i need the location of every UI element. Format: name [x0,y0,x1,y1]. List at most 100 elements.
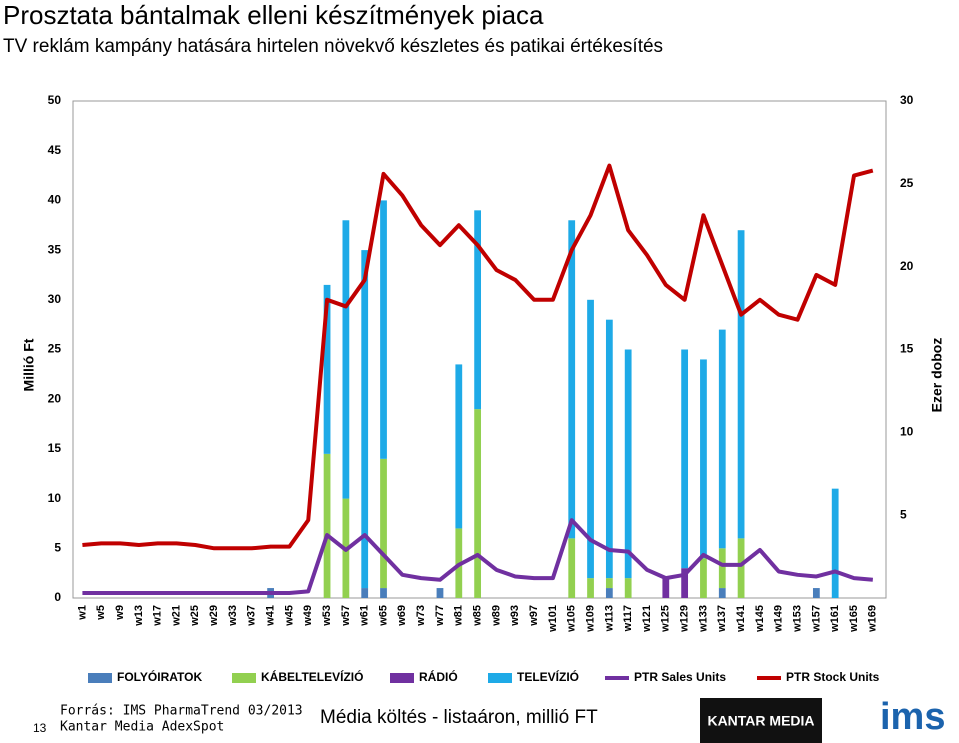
legend-label: KÁBELTELEVÍZIÓ [261,669,363,684]
y-tick-label: 35 [48,242,62,256]
kantar-logo: KANTAR MEDIA [707,713,814,729]
y-tick-label: 0 [54,590,61,604]
x-tick-label: w105 [566,605,578,633]
x-tick-label: w45 [283,605,295,627]
y-tick-label: 15 [48,441,62,455]
x-tick-label: w97 [528,605,540,627]
legend-swatch [88,673,112,683]
bar-segment [568,538,576,598]
x-tick-label: w85 [472,605,484,627]
x-tick-label: w41 [265,605,277,627]
bar-segment [568,220,576,539]
x-tick-label: w145 [754,605,766,633]
x-tick-label: w17 [152,605,164,627]
x-tick-label: w101 [547,605,559,633]
caption: Média költés - listaáron, millió FT [320,707,598,728]
bar-segment [455,364,463,529]
bar-segment [681,568,689,598]
ims-logo: ims [880,696,945,738]
x-tick-label: w69 [396,605,408,627]
chart-subtitle: TV reklám kampány hatására hirtelen növe… [3,36,663,57]
x-tick-label: w109 [584,605,596,633]
legend-label: PTR Stock Units [786,670,880,684]
bar-segment [662,578,670,598]
bar-segment [380,458,387,589]
bar-segment [342,220,350,499]
bar-segment [737,230,745,539]
bar-segment [474,409,482,598]
x-tick-label: w53 [321,605,333,627]
y-tick-label: 25 [48,342,62,356]
x-tick-label: w57 [340,605,352,627]
y2-tick-label: 20 [900,259,914,273]
bar-segment [380,588,387,598]
legend-label: PTR Sales Units [634,670,726,684]
x-tick-label: w125 [660,605,672,633]
x-tick-label: w169 [867,605,879,633]
bar-segment [718,588,726,598]
x-tick-label: w121 [641,605,653,633]
x-tick-label: w33 [227,605,239,627]
y2-tick-label: 25 [900,176,914,190]
x-tick-label: w37 [246,605,258,627]
line-series [82,163,874,551]
y2-axis-label: Ezer doboz [929,338,945,413]
y2-tick-label: 15 [900,342,914,356]
x-tick-label: w161 [829,605,841,633]
bar-segment [700,558,707,598]
bar-segment [812,588,820,598]
x-tick-label: w129 [679,605,691,633]
x-tick-label: w1 [76,605,88,621]
y-tick-label: 10 [48,491,62,505]
source-line: Kantar Media AdexSpot [60,720,224,735]
x-tick-label: w133 [697,605,709,633]
bar-segment [605,588,613,598]
bar-segment [681,349,689,569]
bar-segment [718,548,726,589]
x-tick-label: w73 [415,605,427,627]
x-tick-label: w29 [208,605,220,627]
x-tick-label: w113 [603,605,615,632]
x-tick-label: w21 [170,605,182,627]
x-tick-label: w5 [95,605,107,621]
x-tick-label: w77 [434,605,446,627]
bar-segment [474,210,482,410]
legend-label: TELEVÍZIÓ [517,669,579,684]
y-tick-label: 30 [48,292,62,306]
bar-segment [737,538,745,598]
x-tick-label: w117 [622,605,634,632]
source-line: Forrás: IMS PharmaTrend 03/2013 [60,704,303,719]
line-series [82,518,874,596]
y-tick-label: 5 [54,540,61,554]
bar-segment [587,299,594,579]
bar-segment [605,578,613,589]
x-tick-label: w13 [133,605,145,627]
y-tick-label: 20 [48,391,62,405]
legend-label: RÁDIÓ [419,669,458,684]
x-tick-label: w81 [453,605,465,627]
bar-segment [624,578,632,598]
y2-tick-label: 30 [900,93,914,107]
kantar-logo-bg [700,698,822,743]
x-tick-label: w149 [773,605,785,633]
x-tick-label: w141 [735,605,747,633]
bar-segment [323,284,331,454]
x-tick-label: w9 [114,605,126,621]
legend-label: FOLYÓIRATOK [117,669,202,684]
y2-tick-label: 5 [900,507,907,521]
x-tick-label: w153 [791,605,803,633]
x-tick-label: w61 [359,605,371,627]
y-tick-label: 40 [48,193,62,207]
x-tick-label: w25 [189,605,201,627]
bar-segment [323,453,331,598]
bar-segment [361,250,369,589]
y-tick-label: 45 [48,143,62,157]
bar-segment [436,588,444,598]
chart-title: Prosztata bántalmak elleni készítmények … [3,0,544,30]
bar-segment [718,329,726,549]
legend-swatch [232,673,256,683]
x-tick-label: w49 [302,605,314,627]
legend-swatch [390,673,414,683]
bar-segment [587,578,594,598]
